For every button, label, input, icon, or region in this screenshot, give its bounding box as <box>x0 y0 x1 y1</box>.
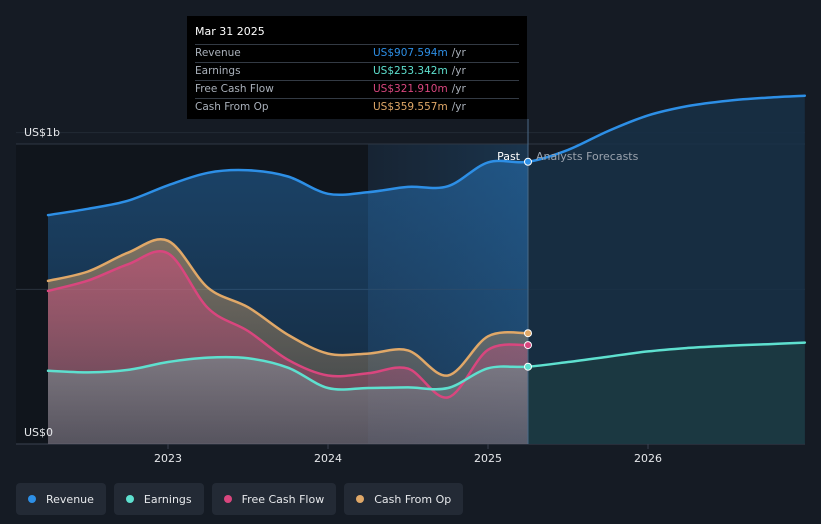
free-cash-flow-dot-icon <box>223 495 232 503</box>
tooltip-unit: /yr <box>451 47 466 59</box>
y-axis-label-top: US$1b <box>24 126 60 139</box>
x-tick-label: 2024 <box>314 452 342 465</box>
past-label: Past <box>497 150 521 163</box>
x-tick-label: 2025 <box>474 452 502 465</box>
tooltip-label: Earnings <box>195 65 241 77</box>
tooltip-value: US$359.557m <box>373 101 448 113</box>
tooltip-unit: /yr <box>451 101 466 113</box>
free-cash-flow-line <box>46 250 530 399</box>
legend-label: Earnings <box>143 492 192 506</box>
cash-from-op-marker[interactable] <box>524 329 532 338</box>
legend-cash-from-op[interactable]: Cash From Op <box>344 483 464 515</box>
tooltip-value: US$253.342m <box>373 65 448 77</box>
earnings-marker[interactable] <box>524 362 532 371</box>
revenue-dot-icon <box>28 495 36 503</box>
revenue-marker[interactable] <box>524 157 532 166</box>
tooltip-label: Revenue <box>195 47 241 59</box>
x-tick-label: 2023 <box>154 452 182 465</box>
earnings-area-forecast <box>528 342 805 444</box>
earnings-area-history <box>48 357 528 444</box>
legend-free-cash-flow[interactable]: Free Cash Flow <box>211 483 337 515</box>
tooltip-row-earnings: Earnings US$253.342m /yr <box>195 63 519 81</box>
revenue-line <box>46 94 807 217</box>
free-cash-flow-marker[interactable] <box>524 341 532 350</box>
cash-from-op-dot-icon <box>356 495 365 503</box>
earnings-dot-icon <box>125 495 134 503</box>
tooltip-label: Free Cash Flow <box>195 83 274 95</box>
tooltip-value: US$321.910m <box>373 83 448 95</box>
legend-earnings[interactable]: Earnings <box>113 483 204 515</box>
x-tick-label: 2026 <box>634 452 662 465</box>
tooltip: Mar 31 2025 Revenue US$907.594m /yr Earn… <box>187 16 527 119</box>
tooltip-date: Mar 31 2025 <box>195 24 519 45</box>
legend: Revenue Earnings Free Cash Flow Cash Fro… <box>16 483 464 515</box>
tooltip-unit: /yr <box>451 83 466 95</box>
legend-revenue[interactable]: Revenue <box>16 483 106 515</box>
legend-label: Cash From Op <box>374 492 452 506</box>
tooltip-row-revenue: Revenue US$907.594m /yr <box>195 45 519 63</box>
tooltip-row-fcf: Free Cash Flow US$321.910m /yr <box>195 81 519 99</box>
y-axis-label-bottom: US$0 <box>24 426 53 439</box>
tooltip-row-cfo: Cash From Op US$359.557m /yr <box>195 99 519 116</box>
earnings-line <box>46 341 807 391</box>
tooltip-value: US$907.594m <box>373 47 448 59</box>
forecast-label: Analysts Forecasts <box>536 150 639 163</box>
tooltip-label: Cash From Op <box>195 101 269 113</box>
cash-from-op-line <box>46 238 530 377</box>
legend-label: Free Cash Flow <box>241 492 325 506</box>
legend-label: Revenue <box>46 492 94 506</box>
tooltip-unit: /yr <box>451 65 466 77</box>
